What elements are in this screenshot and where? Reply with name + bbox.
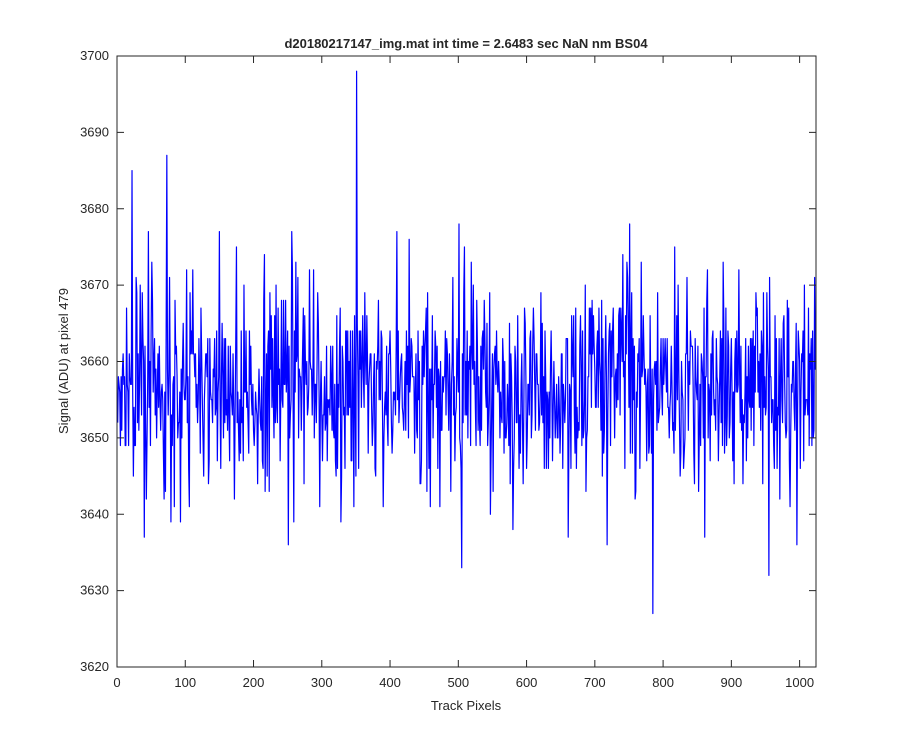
y-tick-label: 3650 <box>80 430 109 445</box>
y-tick-label: 3690 <box>80 124 109 139</box>
chart-title: d20180217147_img.mat int time = 2.6483 s… <box>284 36 648 51</box>
x-tick-label: 0 <box>113 675 120 690</box>
x-tick-label: 800 <box>652 675 674 690</box>
y-tick-label: 3670 <box>80 277 109 292</box>
x-tick-label: 900 <box>721 675 743 690</box>
x-axis-label: Track Pixels <box>431 698 502 713</box>
y-tick-label: 3630 <box>80 583 109 598</box>
x-tick-label: 400 <box>379 675 401 690</box>
signal-series <box>117 70 817 615</box>
y-tick-label: 3660 <box>80 354 109 369</box>
x-tick-label: 600 <box>516 675 538 690</box>
y-tick-label: 3640 <box>80 506 109 521</box>
x-axis-ticks: 0 100 200 300 400 500 600 700 800 900 1000 <box>113 56 814 690</box>
x-tick-label: 700 <box>584 675 606 690</box>
y-tick-label: 3680 <box>80 201 109 216</box>
y-axis-label: Signal (ADU) at pixel 479 <box>56 288 71 434</box>
signal-line <box>117 70 817 615</box>
x-tick-label: 300 <box>311 675 333 690</box>
y-tick-label: 3700 <box>80 48 109 63</box>
y-tick-label: 3620 <box>80 659 109 674</box>
y-axis-ticks: 3620 3630 3640 3650 3660 3670 3680 3690 3700 <box>80 48 816 674</box>
x-tick-label: 1000 <box>785 675 814 690</box>
x-tick-label: 500 <box>447 675 469 690</box>
x-tick-label: 100 <box>174 675 196 690</box>
x-tick-label: 200 <box>243 675 265 690</box>
